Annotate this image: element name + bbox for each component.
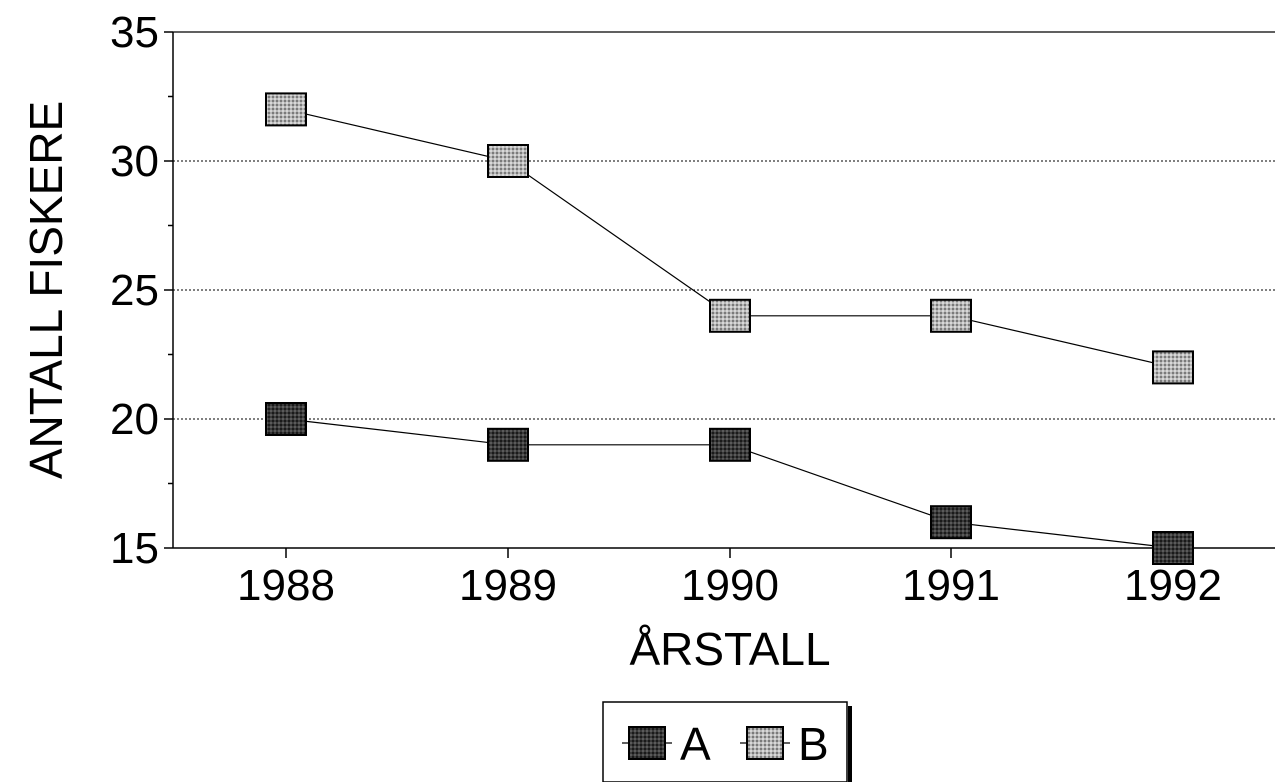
marker-a-1992	[1152, 531, 1194, 565]
marker-b-1991	[930, 298, 972, 333]
series-group	[265, 92, 1194, 565]
y-tick-label: 15	[110, 524, 159, 573]
legend-label-b: B	[798, 718, 829, 770]
marker-a-1991	[930, 505, 972, 540]
marker-b-1988	[265, 92, 307, 127]
gridlines	[173, 31, 1275, 420]
x-tick-label: 1989	[459, 561, 557, 610]
y-tick-label: 25	[110, 266, 159, 315]
y-axis-title: ANTALL FISKERE	[20, 101, 72, 479]
x-tick-label: 1992	[1124, 561, 1222, 610]
x-axis-title: ÅRSTALL	[629, 623, 830, 675]
marker-a-1988	[265, 402, 307, 436]
legend-marker-a	[628, 726, 666, 760]
marker-a-1989	[487, 427, 529, 462]
x-tick-label: 1990	[681, 561, 779, 610]
x-tick-label: 1988	[237, 561, 335, 610]
y-tick-label: 20	[110, 395, 159, 444]
y-tick-label: 30	[110, 137, 159, 186]
y-tick-label: 35	[110, 8, 159, 57]
legend-marker-b	[746, 726, 784, 760]
y-ticks: 15 20 25 30 35	[110, 8, 173, 573]
marker-b-1990	[709, 298, 751, 333]
x-tick-label: 1991	[902, 561, 1000, 610]
legend-label-a: A	[680, 718, 711, 770]
marker-b-1989	[487, 144, 529, 178]
marker-a-1990	[709, 427, 751, 462]
marker-b-1992	[1152, 350, 1194, 385]
x-ticks: 1988 1989 1990 1991 1992	[237, 548, 1222, 610]
